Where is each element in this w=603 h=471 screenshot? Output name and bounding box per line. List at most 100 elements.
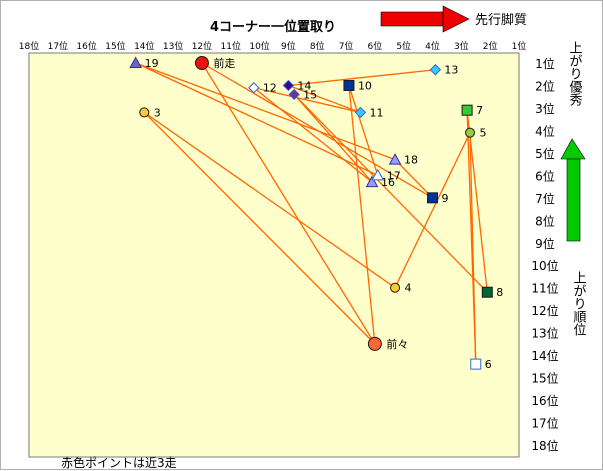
point-label: 4 xyxy=(405,282,412,295)
point-marker xyxy=(371,168,385,181)
data-point: 14 xyxy=(282,79,311,92)
y-tick-label: 4位 xyxy=(535,123,555,138)
point-marker xyxy=(248,82,260,94)
data-point: 17 xyxy=(371,168,401,182)
x-tick-label: 8位 xyxy=(310,40,325,52)
y-tick-label: 9位 xyxy=(535,236,555,251)
point-label: 17 xyxy=(387,169,401,182)
x-tick-label: 16位 xyxy=(76,40,96,52)
x-tick-label: 14位 xyxy=(134,40,154,52)
y-tick-label: 3位 xyxy=(535,101,555,116)
point-marker xyxy=(282,79,295,92)
plot-area xyxy=(28,52,520,458)
y-tick-label: 1位 xyxy=(535,56,555,71)
y-axis-bottom-note: 上がり順位 xyxy=(571,271,587,336)
point-marker xyxy=(367,336,382,351)
x-axis-ticks: 18位 17位 16位 15位 14位 13位 12位 11位 10位 9位 8位 7位 6位 5位 4位 3… xyxy=(19,40,527,52)
point-label: 13 xyxy=(444,64,458,77)
point-marker xyxy=(427,192,439,204)
series-line xyxy=(135,62,396,161)
x-tick-label: 6位 xyxy=(368,40,383,52)
arrow-up xyxy=(560,138,586,242)
x-tick-label: 18位 xyxy=(19,40,39,52)
point-marker xyxy=(365,175,379,188)
point-marker xyxy=(343,79,355,91)
y-tick-label: 15位 xyxy=(531,371,558,386)
series-line xyxy=(466,110,488,293)
point-label: 6 xyxy=(485,358,492,371)
series-line xyxy=(293,94,373,183)
x-tick-label: 9位 xyxy=(281,40,296,52)
point-marker xyxy=(481,286,493,298)
point-label: 前々 xyxy=(386,337,408,351)
point-marker xyxy=(470,358,482,370)
point-label: 11 xyxy=(369,106,383,119)
point-marker xyxy=(288,88,300,101)
x-tick-label: 11位 xyxy=(221,40,241,52)
point-label: 3 xyxy=(154,106,161,119)
y-tick-label: 6位 xyxy=(535,168,555,183)
series-line xyxy=(288,84,361,114)
point-label: 7 xyxy=(476,104,483,117)
x-tick-label: 13位 xyxy=(163,40,183,52)
data-point: 6 xyxy=(470,358,492,371)
footnote: 赤色ポイントは近3走 xyxy=(61,456,177,470)
point-label: 10 xyxy=(358,79,372,92)
data-point: 3 xyxy=(139,106,161,119)
series-line xyxy=(348,85,379,176)
point-label: 16 xyxy=(381,176,395,189)
point-marker xyxy=(390,282,401,293)
point-label: 19 xyxy=(145,57,159,70)
data-point: 12 xyxy=(248,82,277,95)
series-line xyxy=(201,62,376,345)
y-tick-label: 17位 xyxy=(531,416,558,431)
data-point: 7 xyxy=(461,104,483,117)
point-label: 14 xyxy=(297,79,311,92)
x-tick-label: 5位 xyxy=(396,40,411,52)
y-tick-label: 7位 xyxy=(535,191,555,206)
x-tick-label: 3位 xyxy=(454,40,469,52)
data-point: 10 xyxy=(343,79,372,92)
series-line xyxy=(293,94,488,293)
series-line xyxy=(466,110,477,365)
chart-title: 4コーナー一位置取り xyxy=(210,19,336,35)
y-tick-label: 16位 xyxy=(531,393,558,408)
x-axis-note: 先行脚質 xyxy=(475,12,527,28)
y-tick-label: 2位 xyxy=(535,78,555,93)
point-marker xyxy=(388,153,402,165)
data-point: 5 xyxy=(465,127,487,140)
y-tick-label: 12位 xyxy=(531,303,558,318)
data-point: 9 xyxy=(427,192,449,205)
point-label: 8 xyxy=(496,286,503,299)
arrow-right xyxy=(380,5,470,33)
x-tick-label: 10位 xyxy=(249,40,269,52)
point-label: 12 xyxy=(263,82,277,95)
series-line xyxy=(143,111,376,345)
y-tick-label: 18位 xyxy=(531,438,558,453)
point-marker xyxy=(194,56,209,70)
y-tick-label: 11位 xyxy=(531,281,558,296)
x-tick-label: 17位 xyxy=(48,40,68,52)
point-marker xyxy=(139,107,150,118)
x-tick-label: 2位 xyxy=(483,40,498,52)
point-label: 前走 xyxy=(213,56,235,70)
y-tick-label: 10位 xyxy=(531,258,558,273)
y-tick-label: 8位 xyxy=(535,213,555,228)
point-label: 15 xyxy=(303,88,317,101)
series-line xyxy=(348,85,376,344)
point-marker xyxy=(354,106,367,119)
x-tick-label: 7位 xyxy=(339,40,354,52)
y-axis-top-note: 上がり優秀 xyxy=(567,41,583,107)
data-point: 前走 xyxy=(194,56,235,70)
data-point: 前々 xyxy=(367,336,408,351)
series-line xyxy=(288,69,436,87)
x-tick-label: 1位 xyxy=(512,40,527,52)
data-point: 16 xyxy=(365,175,395,189)
y-tick-label: 14位 xyxy=(531,348,558,363)
data-point: 18 xyxy=(388,153,418,167)
point-marker xyxy=(129,56,142,68)
data-point: 19 xyxy=(129,56,159,70)
series-line xyxy=(143,111,396,289)
